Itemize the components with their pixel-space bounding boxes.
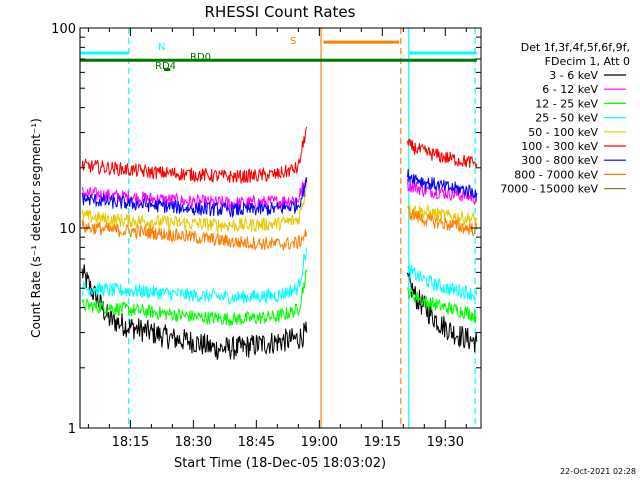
series-4-segment-1 (407, 203, 478, 226)
series-4-segment-0 (81, 187, 308, 233)
flag-label-rd0: RD0 (190, 52, 211, 63)
flag-label-s: S (290, 36, 296, 47)
legend-label-4: 50 - 100 keV (528, 126, 598, 139)
legend-label-6: 300 - 800 keV (521, 154, 598, 167)
legend-label-7: 800 - 7000 keV (514, 168, 598, 181)
y-tick-label-1: 10 (59, 222, 76, 237)
attenuator-flag-bars: N RD0 RD4 S (80, 36, 477, 72)
series-3-segment-0 (81, 247, 308, 305)
y-axis-label: Count Rate (s⁻¹ detector segment⁻¹) (29, 118, 43, 338)
x-tick-label-1: 18:30 (175, 435, 212, 450)
series-3-segment-1 (407, 263, 478, 301)
chart-title: RHESSI Count Rates (205, 3, 356, 21)
series-7-segment-0 (81, 219, 308, 251)
x-tick-label-0: 18:15 (112, 435, 149, 450)
legend-label-1: 6 - 12 keV (542, 83, 598, 96)
series-2-segment-0 (81, 269, 308, 327)
legend-label-2: 12 - 25 keV (535, 97, 598, 110)
x-axis-label: Start Time (18-Dec-05 18:03:02) (174, 456, 386, 471)
y-axis-ticks: 1 10 100 (51, 22, 481, 437)
x-tick-label-5: 19:30 (427, 435, 464, 450)
x-tick-label-4: 19:15 (364, 435, 401, 450)
x-axis-ticks: 18:15 18:30 18:45 19:00 19:15 19:30 (87, 28, 467, 450)
series-5-segment-0 (81, 126, 308, 184)
series-6-segment-0 (81, 177, 308, 219)
series-6-segment-1 (407, 168, 478, 199)
legend-label-0: 3 - 6 keV (549, 69, 598, 82)
legend-header-line-2: FDecim 1, Att 0 (545, 55, 630, 68)
legend-label-5: 100 - 300 keV (521, 140, 598, 153)
legend-label-8: 7000 - 15000 keV (500, 183, 598, 196)
legend-header-line-1: Det 1f,3f,4f,5f,6f,9f, (521, 41, 630, 54)
x-tick-label-2: 18:45 (238, 435, 275, 450)
flag-label-rd4: RD4 (155, 61, 176, 72)
x-tick-label-3: 19:00 (301, 435, 338, 450)
series-0-segment-0 (81, 264, 308, 360)
y-tick-label-2: 100 (51, 22, 76, 37)
timestamp: 22-Oct-2021 02:28 (560, 467, 636, 476)
series-lines (81, 126, 478, 360)
legend-label-3: 25 - 50 keV (535, 112, 598, 125)
y-tick-label-0: 1 (68, 422, 76, 437)
series-7-segment-1 (407, 206, 478, 237)
series-5-segment-1 (407, 138, 478, 169)
flag-label-n: N (158, 42, 165, 53)
series-2-segment-1 (407, 287, 477, 323)
legend: Det 1f,3f,4f,5f,6f,9f, FDecim 1, Att 0 3… (500, 41, 630, 196)
